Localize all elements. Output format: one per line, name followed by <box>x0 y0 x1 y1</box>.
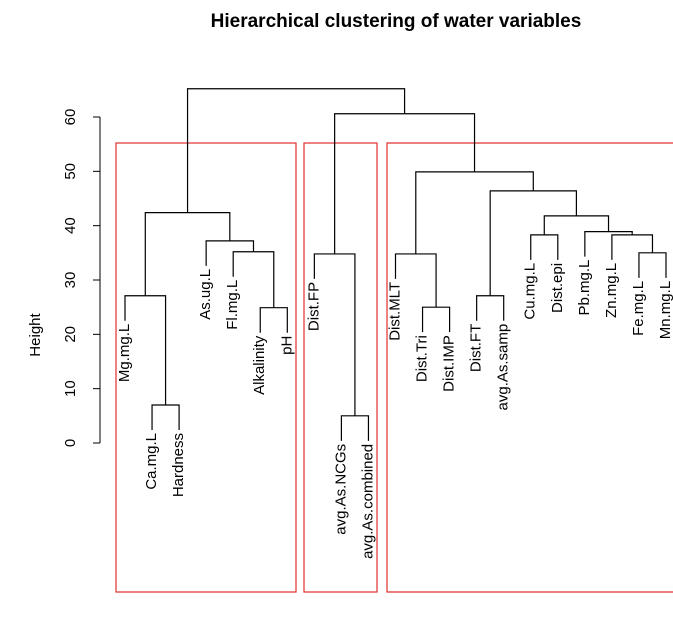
leaf-label: Alkalinity <box>251 335 268 395</box>
cluster-box <box>303 142 378 593</box>
leaf-label: Dist.Tri <box>414 335 431 382</box>
y-tick-label: 40 <box>62 217 79 234</box>
leaf-label: Dist.MLT <box>386 282 403 341</box>
merge-link <box>313 253 356 416</box>
merge-link <box>144 212 231 296</box>
leaf-label: Mn.mg.L <box>657 281 673 339</box>
leaf-label: Zn.mg.L <box>603 263 620 318</box>
y-tick-label: 30 <box>62 272 79 289</box>
cluster-box <box>386 142 673 593</box>
leaf-label: Dist.IMP <box>441 335 458 392</box>
merge-link <box>259 307 288 333</box>
merge-link <box>205 240 255 266</box>
cluster-boxes <box>115 142 673 593</box>
merge-link <box>476 295 505 321</box>
merge-link <box>334 113 476 254</box>
leaf-label: avg.As.NCGs <box>332 444 349 535</box>
merge-link <box>415 171 534 254</box>
chart-title: Hierarchical clustering of water variabl… <box>211 11 582 32</box>
merge-link <box>530 234 559 260</box>
merge-link <box>611 234 654 260</box>
leaf-label: Cu.mg.L <box>522 263 539 320</box>
merge-link <box>232 251 275 308</box>
leaf-label: Hardness <box>170 433 187 497</box>
cluster-box <box>115 142 297 593</box>
leaf-label: Mg.mg.L <box>116 324 133 382</box>
leaf-label: Fe.mg.L <box>630 281 647 336</box>
leaf-label: Pb.mg.L <box>576 260 593 316</box>
leaf-label: avg.As.combined <box>359 444 376 559</box>
leaf-label: Dist.epi <box>549 263 566 313</box>
merge-link <box>124 295 167 405</box>
merge-link <box>543 215 610 235</box>
y-tick-label: 20 <box>62 326 79 343</box>
leaf-label: Dist.FP <box>305 282 322 331</box>
y-axis-label: Height <box>27 312 44 356</box>
leaf-label: avg.As.samp <box>495 324 512 411</box>
y-tick-label: 60 <box>62 109 79 126</box>
leaf-label: pH <box>278 336 295 355</box>
leaf-label: Ca.mg.L <box>143 433 160 490</box>
y-tick-label: 10 <box>62 380 79 397</box>
merge-link <box>151 404 180 430</box>
leaf-label: Fl.mg.L <box>224 280 241 330</box>
leaf-label: As.ug.L <box>197 269 214 320</box>
merge-link <box>421 306 451 333</box>
y-tick-label: 0 <box>62 439 79 447</box>
merge-link <box>340 415 370 441</box>
y-tick-label: 50 <box>62 163 79 180</box>
merge-link <box>638 252 667 278</box>
merge-link <box>186 88 406 213</box>
leaf-label: Dist.FT <box>468 324 485 372</box>
